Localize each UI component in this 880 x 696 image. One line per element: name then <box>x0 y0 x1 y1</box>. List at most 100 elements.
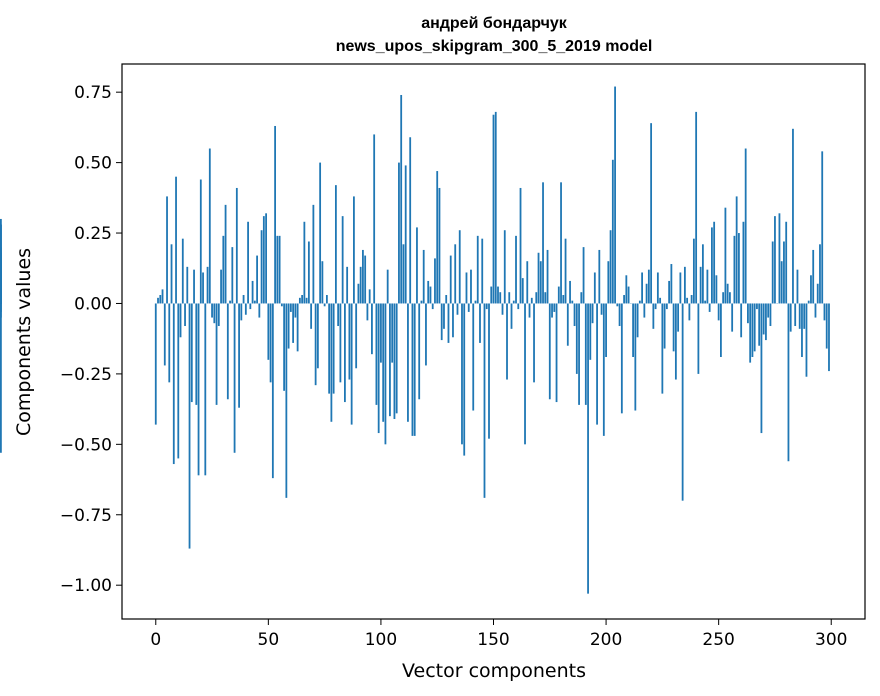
bar-210 <box>627 286 630 304</box>
x-tick-label: 0 <box>150 630 161 650</box>
bar-49 <box>265 213 267 304</box>
bar-227 <box>665 303 668 310</box>
bar-297 <box>823 303 826 321</box>
bar-285 <box>796 269 799 304</box>
bar-193 <box>589 303 592 360</box>
bar-77 <box>328 303 331 394</box>
bar-22 <box>204 303 207 476</box>
x-axis-label: Vector components <box>402 660 586 682</box>
x-tick-label: 150 <box>477 630 509 650</box>
bar-142 <box>474 300 477 304</box>
bar-61 <box>292 303 295 343</box>
bar-187 <box>575 303 578 374</box>
y-tick-label: −0.50 <box>60 435 112 455</box>
bar-156 <box>506 303 508 380</box>
bar-21 <box>202 272 204 304</box>
bar-5 <box>166 196 168 304</box>
bar-50 <box>267 303 270 360</box>
bar-1 <box>157 297 159 304</box>
bar-197 <box>598 249 601 304</box>
bar-122 <box>429 286 432 304</box>
bar-19 <box>197 303 200 476</box>
bar-289 <box>805 303 808 377</box>
bar-166 <box>528 303 531 318</box>
bar-178 <box>555 303 558 403</box>
bar-256 <box>731 303 734 332</box>
bar-32 <box>226 303 229 400</box>
bar-76 <box>325 295 328 304</box>
bar-236 <box>686 297 689 304</box>
bar-295 <box>819 244 821 304</box>
bar-169 <box>535 292 538 304</box>
bar-248 <box>713 221 716 304</box>
bar-81 <box>337 303 340 327</box>
bar-199 <box>602 303 605 436</box>
bar-246 <box>708 303 711 312</box>
bar-151 <box>494 111 497 304</box>
bar-181 <box>562 295 565 304</box>
bar-146 <box>483 303 486 498</box>
bar-73 <box>319 162 322 304</box>
bar-64 <box>298 297 301 304</box>
bar-271 <box>765 303 767 341</box>
bar-100 <box>380 303 382 363</box>
bar-115 <box>413 303 416 436</box>
bar-2 <box>159 295 162 304</box>
bar-133 <box>454 244 457 304</box>
bar-253 <box>724 207 727 304</box>
bar-170 <box>537 252 540 304</box>
bar-174 <box>546 249 549 304</box>
bar-103 <box>386 269 389 304</box>
bar-201 <box>607 261 610 304</box>
x-tick-label: 200 <box>590 630 622 650</box>
bar-242 <box>699 266 702 304</box>
bar-undefined <box>0 303 2 312</box>
bar-274 <box>771 241 774 304</box>
y-tick-label: 0.75 <box>74 83 112 103</box>
bar-75 <box>323 303 326 307</box>
bar-247 <box>711 227 713 304</box>
bar-152 <box>497 286 499 304</box>
chart-title: андрей бондарчук <box>421 15 568 32</box>
bar-180 <box>560 182 562 304</box>
y-axis-label: Components values <box>13 248 35 436</box>
bar-112 <box>407 303 409 422</box>
bar-207 <box>620 303 623 414</box>
bar-28 <box>217 303 220 327</box>
bar-137 <box>463 303 466 456</box>
bar-43 <box>251 280 254 304</box>
bar-104 <box>389 303 391 417</box>
y-axis-ticks: −1.00 −0.75 −0.50 −0.25 0.00 0.25 0.50 0.75 <box>60 83 122 596</box>
bar-279 <box>783 241 785 304</box>
plot-frame <box>121 63 866 620</box>
bar-209 <box>625 275 628 304</box>
bar-245 <box>706 269 709 304</box>
bar-272 <box>767 303 770 318</box>
bar-158 <box>510 303 513 329</box>
bar-286 <box>798 303 801 329</box>
bar-34 <box>231 247 234 304</box>
bar-116 <box>416 227 418 304</box>
bar-37 <box>238 303 240 408</box>
bar-67 <box>305 297 308 304</box>
bar-204 <box>614 86 616 304</box>
bar-264 <box>749 303 752 363</box>
bar-113 <box>409 137 412 304</box>
bar-132 <box>452 303 454 338</box>
bar-221 <box>652 303 655 329</box>
bar-36 <box>235 187 238 304</box>
bar-237 <box>688 303 691 321</box>
bar-29 <box>220 269 222 304</box>
bar-57 <box>283 303 286 391</box>
bar-251 <box>720 303 722 357</box>
bar-42 <box>249 303 252 310</box>
bar-196 <box>596 303 598 425</box>
bar-55 <box>278 235 281 304</box>
bar-184 <box>569 280 571 304</box>
bar-66 <box>303 221 306 304</box>
bar-undefined <box>0 218 2 304</box>
bar-165 <box>526 261 529 304</box>
bar-224 <box>659 297 662 304</box>
bar-215 <box>638 300 641 304</box>
bar-18 <box>195 303 198 405</box>
